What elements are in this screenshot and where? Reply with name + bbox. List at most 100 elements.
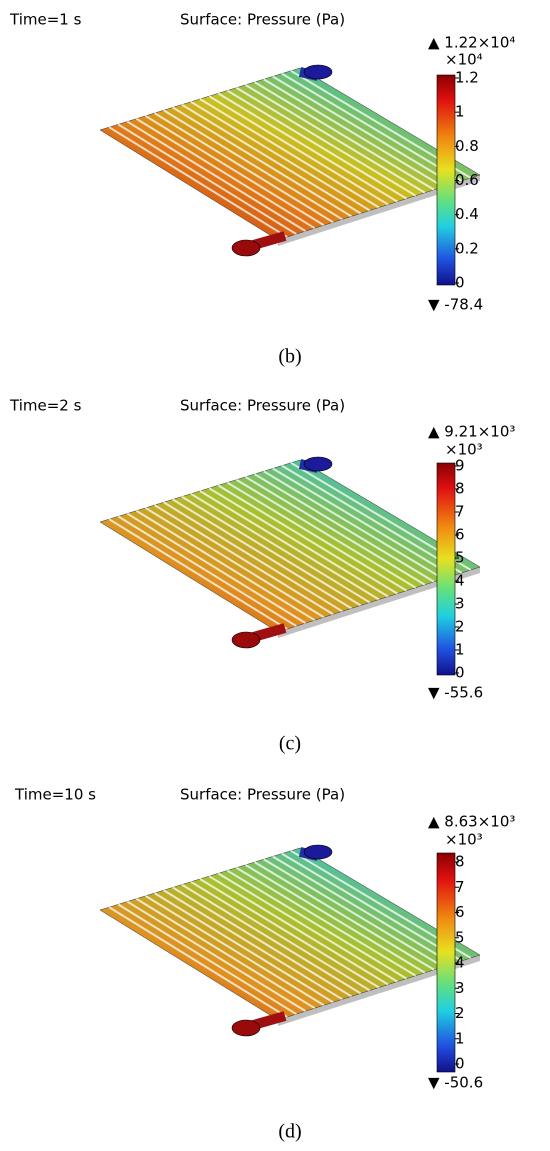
inlet: [303, 844, 333, 860]
inlet: [303, 456, 333, 472]
channel: [135, 897, 316, 1010]
surface-label: Surface: Pressure (Pa): [180, 397, 345, 415]
colorbar: [436, 74, 456, 286]
tick-label: 9: [455, 457, 465, 475]
tick-label: 2: [455, 618, 465, 636]
channel: [190, 100, 371, 212]
channel: [263, 470, 444, 580]
channel: [199, 490, 380, 601]
channel: [154, 892, 334, 1004]
channel: [208, 487, 389, 598]
plate-edge: [278, 175, 480, 246]
min-label: ▼ -55.6: [428, 684, 483, 702]
channel: [226, 869, 408, 980]
time-label: Time=2 s: [9, 397, 82, 415]
channel: [126, 900, 307, 1012]
channel: [190, 880, 371, 992]
channel: [126, 512, 307, 624]
colorbar: [436, 852, 456, 1073]
tick-label: 6: [455, 903, 465, 921]
channel: [154, 504, 334, 616]
channel: [144, 507, 325, 619]
channel: [235, 86, 417, 197]
channel: [281, 852, 463, 962]
surface-label: Surface: Pressure (Pa): [180, 786, 345, 804]
channel: [199, 878, 380, 989]
channel: [263, 78, 444, 188]
tick-label: 1.2: [455, 69, 479, 87]
time-label: Time=1 s: [9, 11, 82, 29]
channel: [217, 872, 398, 983]
channel: [172, 498, 352, 610]
channel: [117, 123, 297, 235]
multiplier: ×10³: [445, 831, 483, 849]
tick-label: 0.6: [455, 171, 479, 189]
channel: [181, 883, 362, 995]
tick-label: 0.2: [455, 239, 479, 257]
channel: [244, 476, 426, 586]
channel: [281, 464, 463, 574]
channel: [144, 895, 325, 1007]
channel: [244, 864, 426, 974]
plate-edge: [278, 955, 480, 1026]
channel: [235, 478, 417, 589]
tick-label: 5: [455, 928, 465, 946]
channel: [135, 509, 316, 622]
outlet: [231, 1019, 261, 1037]
max-label: ▲ 8.63×10³: [428, 813, 515, 831]
max-label: ▲ 9.21×10³: [428, 423, 515, 441]
tick-label: 4: [455, 954, 465, 972]
channel: [281, 72, 463, 182]
channel: [263, 858, 444, 968]
tick-label: 0: [455, 664, 465, 682]
tick-label: 0: [455, 1055, 465, 1073]
channel: [272, 467, 453, 577]
caption: (d): [278, 1121, 301, 1143]
channel: [254, 81, 435, 191]
channel: [254, 861, 435, 971]
tick-label: 4: [455, 572, 465, 590]
channel: [217, 484, 398, 595]
caption: (c): [279, 733, 301, 755]
tick-label: 7: [455, 503, 465, 521]
channel: [208, 875, 389, 986]
multiplier: ×10³: [445, 441, 483, 459]
channel: [135, 117, 316, 230]
max-label: ▲ 1.22×10⁴: [428, 34, 515, 52]
channel: [172, 106, 352, 218]
channel: [163, 109, 343, 221]
channel: [108, 906, 288, 1018]
channel: [181, 103, 362, 215]
colorbar: [436, 462, 456, 676]
channel: [217, 92, 398, 203]
channel: [208, 95, 389, 206]
plate-edge: [278, 567, 480, 638]
channel: [144, 115, 325, 227]
channel: [272, 855, 453, 965]
min-label: ▼ -78.4: [428, 296, 483, 314]
channel: [226, 481, 408, 592]
outlet: [231, 631, 261, 649]
channel: [235, 866, 417, 977]
tick-label: 1: [455, 1029, 465, 1047]
outlet: [231, 239, 261, 257]
channel: [163, 889, 343, 1001]
channel: [254, 473, 435, 583]
time-label: Time=10 s: [14, 786, 96, 804]
tick-label: 5: [455, 549, 465, 567]
channel: [108, 126, 288, 238]
tick-label: 7: [455, 878, 465, 896]
tick-label: 8: [455, 853, 465, 871]
channel: [117, 515, 297, 627]
tick-label: 1: [455, 641, 465, 659]
tick-label: 1: [455, 103, 465, 121]
multiplier: ×10⁴: [445, 51, 483, 69]
caption: (b): [278, 346, 301, 368]
channel: [126, 120, 307, 232]
tick-label: 8: [455, 480, 465, 498]
surface-label: Surface: Pressure (Pa): [180, 11, 345, 29]
tick-label: 0.8: [455, 137, 479, 155]
inlet: [303, 64, 333, 80]
channel: [199, 98, 380, 209]
